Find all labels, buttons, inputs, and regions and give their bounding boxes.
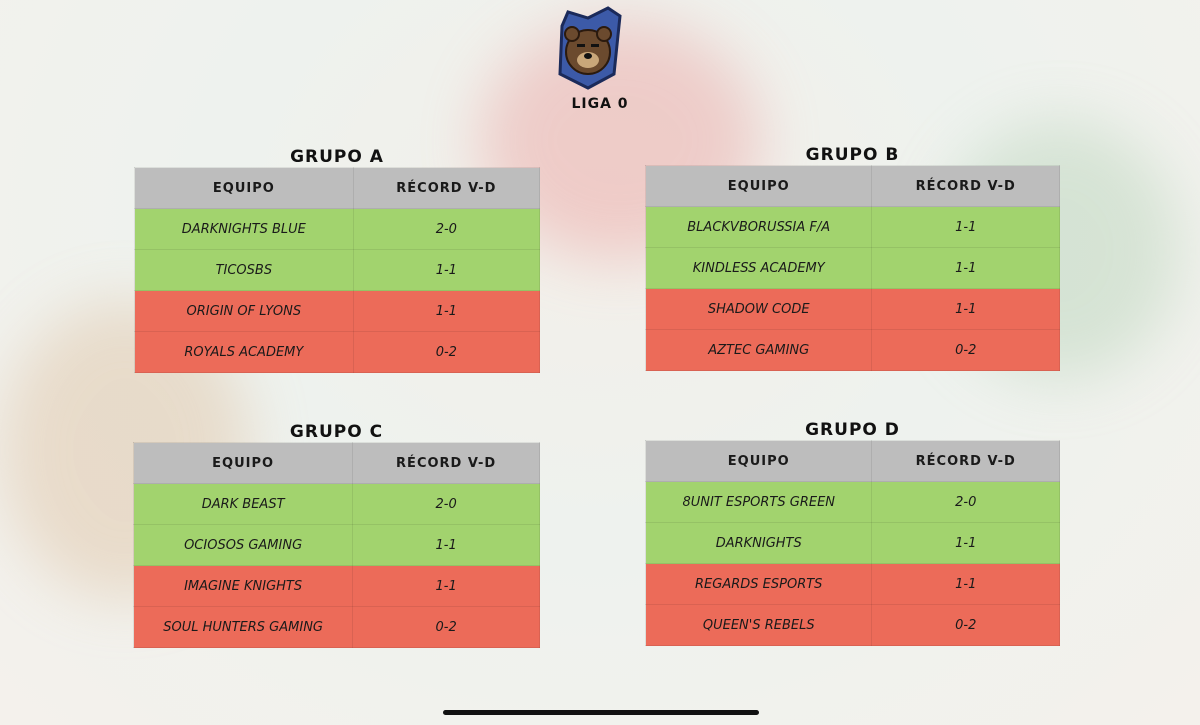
- header-row: EQUIPO RÉCORD V-D: [134, 167, 541, 209]
- team-record: 2-0: [871, 481, 1060, 523]
- column-header: EQUIPO: [644, 165, 873, 207]
- team-record: 1-1: [352, 249, 541, 291]
- group-title: GRUPO A: [290, 147, 384, 167]
- team-name: QUEEN'S REBELS: [644, 604, 873, 646]
- standings-table: EQUIPO RÉCORD V-D 8UNIT ESPORTS GREEN 2-0 DA…: [644, 440, 1060, 646]
- column-header: RÉCORD V-D: [352, 442, 540, 484]
- standings-table: EQUIPO RÉCORD V-D BLACKVBORUSSIA F/A 1-1 KIN…: [644, 165, 1060, 371]
- group: GRUPO A EQUIPO RÉCORD V-D DARKNIGHTS BLUE 2-…: [134, 147, 541, 373]
- team-row: BLACKVBORUSSIA F/A 1-1: [644, 206, 1060, 248]
- team-name: DARK BEAST: [132, 483, 354, 525]
- team-record: 1-1: [352, 565, 540, 607]
- column-header: EQUIPO: [134, 167, 354, 209]
- team-row: DARK BEAST 2-0: [132, 483, 540, 525]
- team-record: 1-1: [352, 524, 540, 566]
- team-row: DARKNIGHTS BLUE 2-0: [134, 208, 541, 250]
- header-row: EQUIPO RÉCORD V-D: [132, 442, 540, 484]
- team-name: KINDLESS ACADEMY: [644, 247, 873, 289]
- group-title: GRUPO B: [805, 145, 900, 165]
- header-row: EQUIPO RÉCORD V-D: [644, 440, 1060, 482]
- team-record: 1-1: [871, 206, 1060, 248]
- team-record: 0-2: [871, 604, 1060, 646]
- team-row: REGARDS ESPORTS 1-1: [644, 563, 1060, 605]
- column-header: RÉCORD V-D: [871, 440, 1060, 482]
- team-row: KINDLESS ACADEMY 1-1: [644, 247, 1060, 289]
- column-header: RÉCORD V-D: [871, 165, 1060, 207]
- league-name: LIGA 0: [571, 96, 629, 112]
- header-row: EQUIPO RÉCORD V-D: [644, 165, 1060, 207]
- team-name: ORIGIN OF LYONS: [134, 290, 354, 332]
- standings-table: EQUIPO RÉCORD V-D DARK BEAST 2-0 OCIOSOS GAM…: [132, 442, 540, 648]
- column-header: EQUIPO: [132, 442, 354, 484]
- team-name: IMAGINE KNIGHTS: [132, 565, 354, 607]
- team-row: ROYALS ACADEMY 0-2: [134, 331, 541, 373]
- team-row: TICOSBS 1-1: [134, 249, 541, 291]
- team-name: 8UNIT ESPORTS GREEN: [644, 481, 873, 523]
- group: GRUPO B EQUIPO RÉCORD V-D BLACKVBORUSSIA F/…: [644, 145, 1060, 371]
- team-name: BLACKVBORUSSIA F/A: [644, 206, 873, 248]
- team-record: 0-2: [352, 606, 540, 648]
- team-row: ORIGIN OF LYONS 1-1: [134, 290, 541, 332]
- group-title: GRUPO D: [805, 420, 900, 440]
- team-name: TICOSBS: [134, 249, 354, 291]
- column-header: RÉCORD V-D: [352, 167, 541, 209]
- group: GRUPO C EQUIPO RÉCORD V-D DARK BEAST 2-0 OCIO…: [132, 422, 540, 648]
- team-record: 0-2: [352, 331, 541, 373]
- team-name: SOUL HUNTERS GAMING: [132, 606, 354, 648]
- team-name: REGARDS ESPORTS: [644, 563, 873, 605]
- home-indicator: [443, 710, 759, 715]
- team-row: 8UNIT ESPORTS GREEN 2-0: [644, 481, 1060, 523]
- team-row: IMAGINE KNIGHTS 1-1: [132, 565, 540, 607]
- team-record: 0-2: [871, 329, 1060, 371]
- group-title: GRUPO C: [289, 422, 384, 442]
- team-row: DARKNIGHTS 1-1: [644, 522, 1060, 564]
- team-row: SOUL HUNTERS GAMING 0-2: [132, 606, 540, 648]
- team-record: 2-0: [352, 208, 541, 250]
- group: GRUPO D EQUIPO RÉCORD V-D 8UNIT ESPORTS GRE…: [644, 420, 1060, 646]
- team-record: 1-1: [352, 290, 541, 332]
- team-row: AZTEC GAMING 0-2: [644, 329, 1060, 371]
- team-row: QUEEN'S REBELS 0-2: [644, 604, 1060, 646]
- team-name: AZTEC GAMING: [644, 329, 873, 371]
- team-name: OCIOSOS GAMING: [132, 524, 354, 566]
- team-row: OCIOSOS GAMING 1-1: [132, 524, 540, 566]
- team-name: ROYALS ACADEMY: [134, 331, 354, 373]
- team-record: 1-1: [871, 522, 1060, 564]
- team-name: DARKNIGHTS BLUE: [134, 208, 354, 250]
- team-row: SHADOW CODE 1-1: [644, 288, 1060, 330]
- team-name: DARKNIGHTS: [644, 522, 873, 564]
- team-record: 2-0: [352, 483, 540, 525]
- team-record: 1-1: [871, 247, 1060, 289]
- column-header: EQUIPO: [644, 440, 873, 482]
- standings-table: EQUIPO RÉCORD V-D DARKNIGHTS BLUE 2-0 TICOSB…: [134, 167, 541, 373]
- team-name: SHADOW CODE: [644, 288, 873, 330]
- team-record: 1-1: [871, 288, 1060, 330]
- league-logo: [558, 6, 622, 90]
- team-record: 1-1: [871, 563, 1060, 605]
